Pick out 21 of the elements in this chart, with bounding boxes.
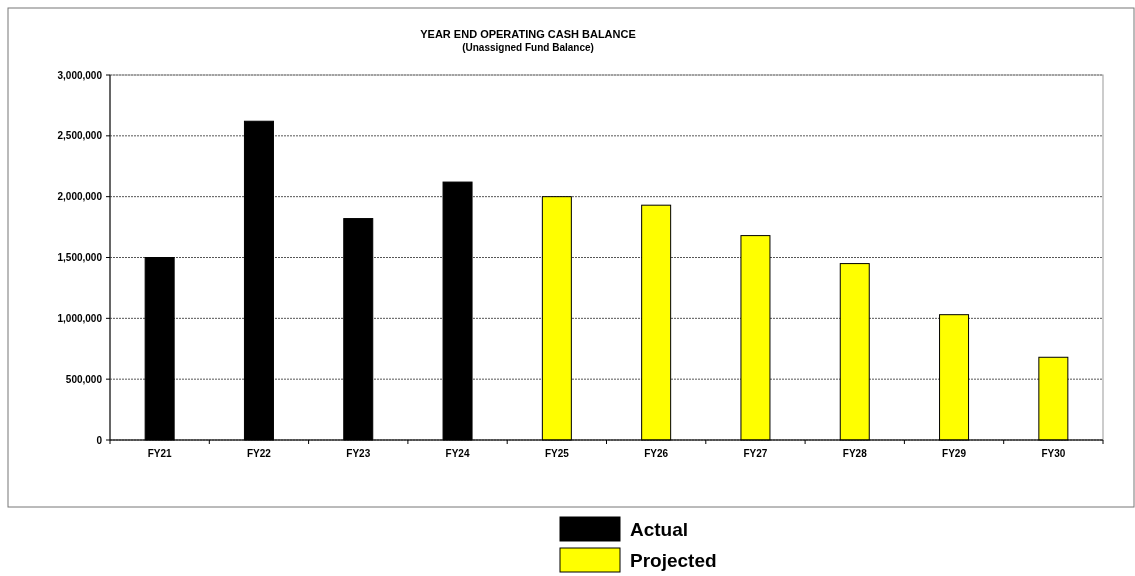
x-tick-label: FY27 — [743, 448, 768, 459]
y-tick-label: 2,500,000 — [57, 130, 103, 142]
x-tick-label: FY21 — [147, 448, 173, 459]
y-tick-label: 500,000 — [65, 373, 103, 385]
y-tick-label: 1,000,000 — [57, 312, 103, 324]
legend-label: Actual — [630, 519, 689, 540]
x-tick-label: FY30 — [1041, 448, 1066, 459]
y-tick-label: 0 — [96, 434, 103, 446]
x-tick-label: FY22 — [247, 448, 272, 459]
x-tick-label: FY28 — [842, 448, 868, 459]
x-tick-label: FY25 — [544, 448, 570, 459]
chart-subtitle: (Unassigned Fund Balance) — [462, 42, 594, 53]
y-tick-label: 1,500,000 — [57, 252, 103, 263]
x-tick-label: FY26 — [644, 448, 669, 459]
y-tick-label: 2,000,000 — [57, 191, 103, 203]
x-tick-label: FY23 — [346, 448, 371, 459]
y-tick-label: 3,000,000 — [57, 69, 103, 81]
chart-title: YEAR END OPERATING CASH BALANCE — [420, 28, 636, 40]
x-tick-label: FY24 — [445, 448, 470, 459]
legend-label: Projected — [630, 550, 717, 571]
x-tick-label: FY29 — [942, 448, 967, 459]
